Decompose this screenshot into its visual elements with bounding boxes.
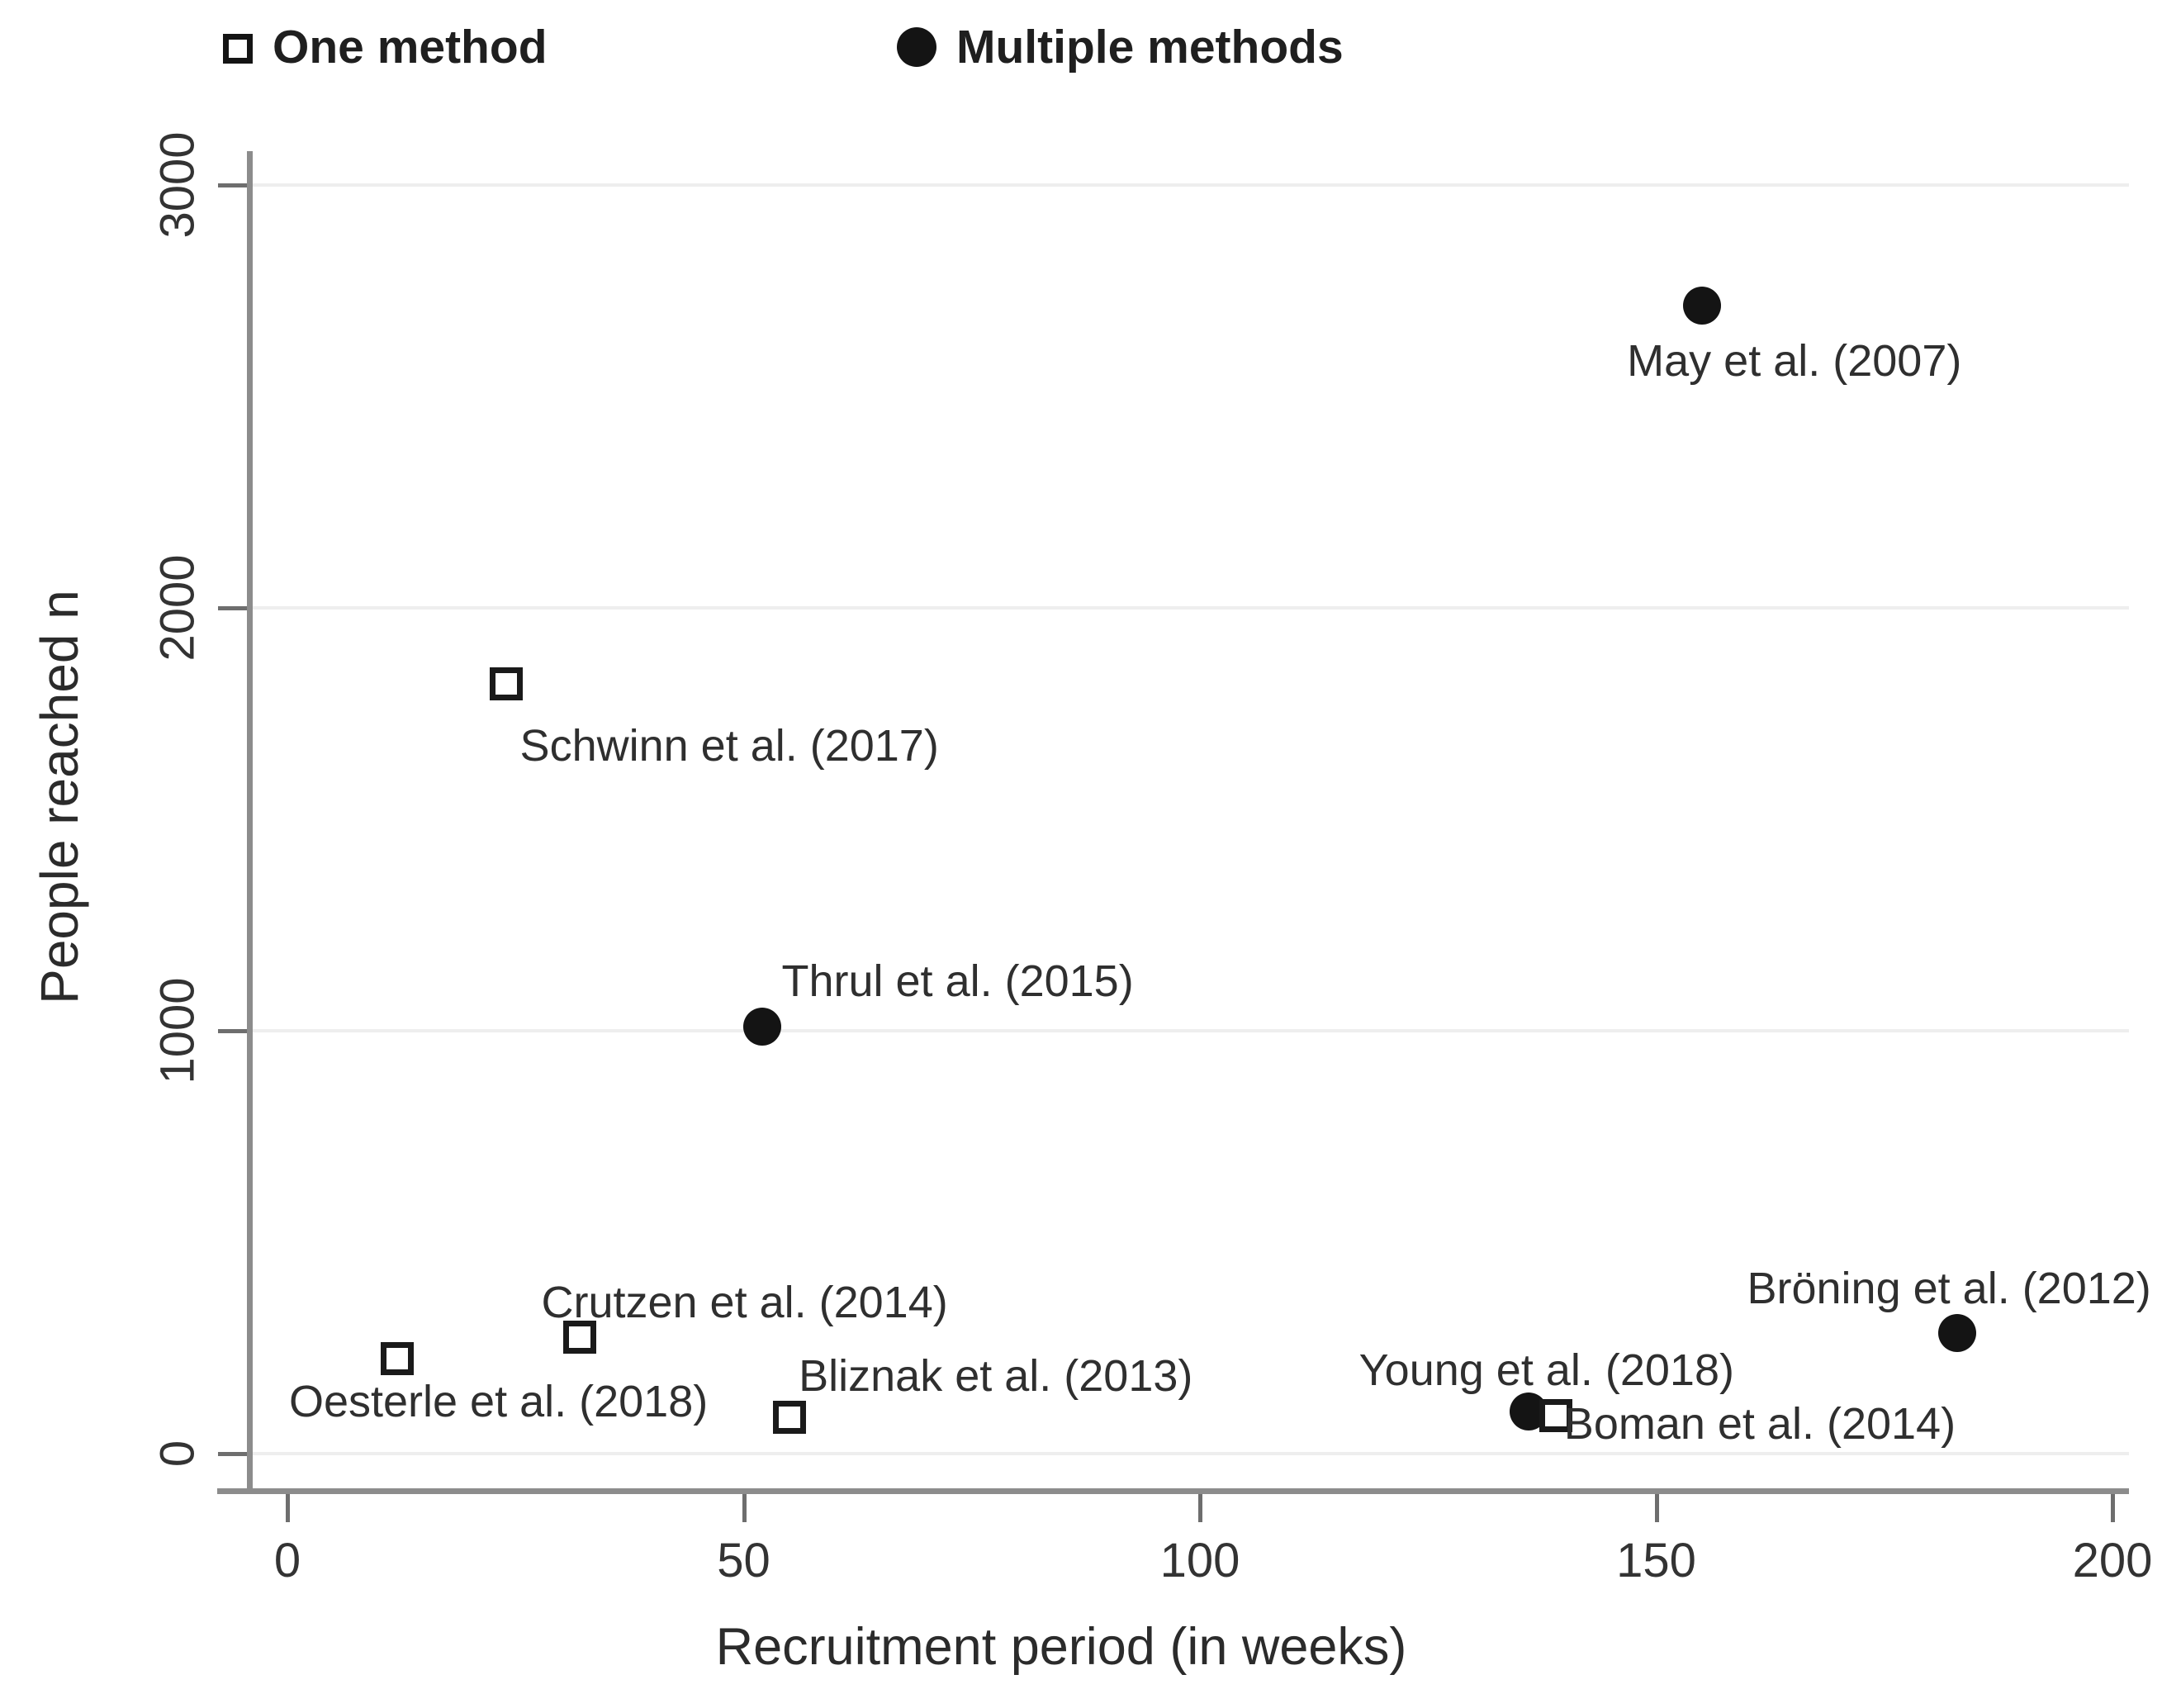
- data-point-marker: [380, 1341, 414, 1375]
- data-point-label: Bliznak et al. (2013): [799, 1351, 1193, 1402]
- y-axis-line: [247, 151, 253, 1494]
- data-point-label: Young et al. (2018): [1358, 1345, 1734, 1395]
- x-axis-line: [217, 1488, 2129, 1494]
- x-tick-200: [2111, 1492, 2115, 1522]
- legend-label-one-method: One method: [273, 21, 548, 74]
- data-point-label: Oesterle et al. (2018): [288, 1376, 709, 1426]
- y-tick-2000: [218, 606, 249, 610]
- y-tick-0: [218, 1452, 249, 1456]
- data-point-label: Schwinn et al. (2017): [519, 721, 939, 771]
- y-tick-3000: [218, 183, 249, 187]
- data-point-marker: [1938, 1314, 1977, 1353]
- y-axis-title: People reached n: [30, 590, 89, 1004]
- data-point-marker: [772, 1401, 806, 1435]
- y-tick-label-3000: 3000: [150, 131, 205, 239]
- x-tick-label-150: 150: [1616, 1534, 1696, 1587]
- y-tick-label-0: 0: [150, 1440, 205, 1468]
- legend-open-square-icon: [223, 34, 253, 64]
- data-point-label: Thrul et al. (2015): [781, 956, 1134, 1006]
- gridline-y-1000: [253, 1029, 2129, 1032]
- x-tick-label-200: 200: [2072, 1534, 2153, 1587]
- data-point-label: Crutzen et al. (2014): [541, 1278, 948, 1328]
- x-tick-label-50: 50: [717, 1534, 770, 1587]
- data-point-label: Bröning et al. (2012): [1747, 1264, 2151, 1314]
- legend-filled-circle-icon: [897, 27, 936, 67]
- x-tick-50: [742, 1492, 747, 1522]
- data-point-marker: [490, 667, 524, 701]
- data-point-label: Boman et al. (2014): [1563, 1398, 1956, 1449]
- y-tick-label-1000: 1000: [150, 977, 205, 1084]
- x-tick-0: [286, 1492, 290, 1522]
- y-tick-label-2000: 2000: [150, 554, 205, 662]
- data-point-marker: [562, 1321, 596, 1355]
- x-axis-title: Recruitment period (in weeks): [715, 1618, 1407, 1676]
- x-tick-150: [1654, 1492, 1659, 1522]
- x-tick-label-0: 0: [273, 1534, 301, 1587]
- gridline-y-2000: [253, 606, 2129, 610]
- data-point-marker: [1682, 286, 1721, 325]
- x-tick-label-100: 100: [1159, 1534, 1240, 1587]
- data-point-marker: [1539, 1398, 1572, 1432]
- data-point-label: May et al. (2007): [1627, 335, 1962, 386]
- y-tick-1000: [218, 1029, 249, 1033]
- x-tick-100: [1198, 1492, 1202, 1522]
- gridline-y-3000: [253, 183, 2129, 187]
- data-point-marker: [742, 1007, 781, 1046]
- gridline-y-0: [253, 1452, 2129, 1455]
- legend-label-multiple-methods: Multiple methods: [956, 21, 1344, 74]
